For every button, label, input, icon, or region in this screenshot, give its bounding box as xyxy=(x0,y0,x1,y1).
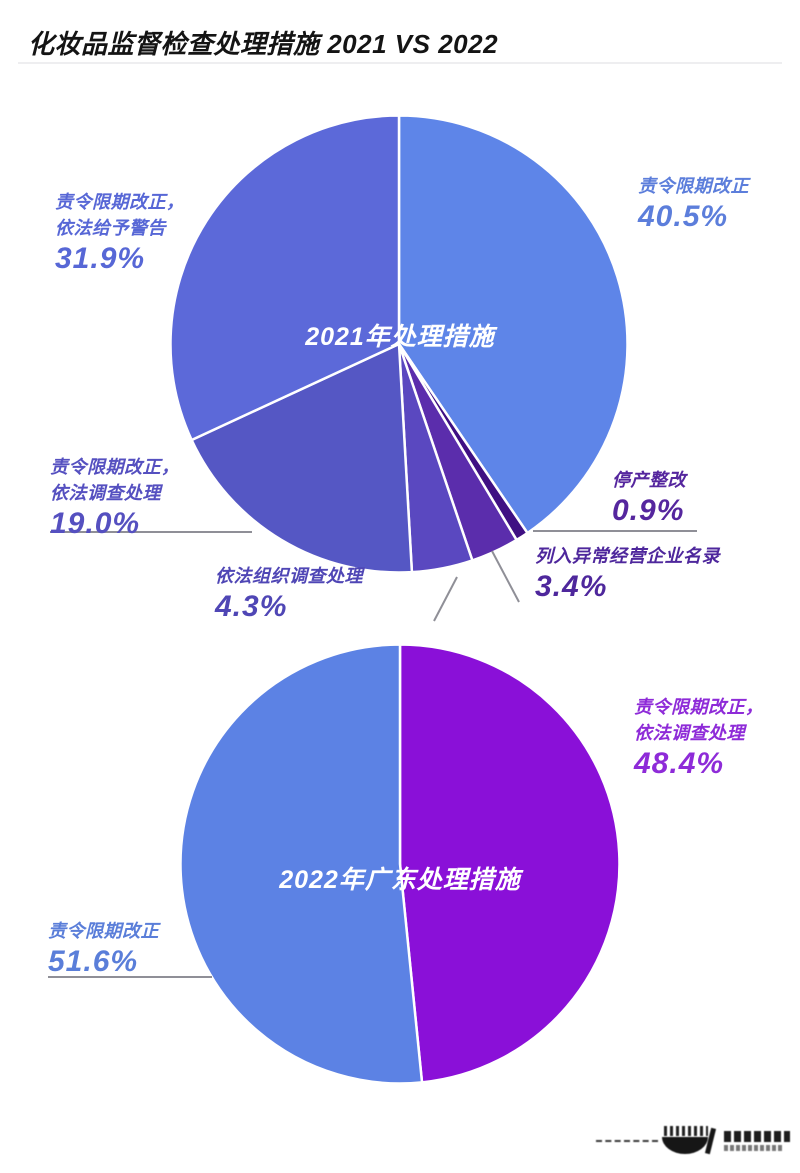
callout-label: 列入异常经营企业名录 xyxy=(535,546,720,566)
leader-line-4point3 xyxy=(433,576,458,622)
pie-slice-4 xyxy=(190,342,414,574)
callout-pie1-order-correction: 责令限期改正 40.5% xyxy=(638,173,749,233)
callout-value: 4.3% xyxy=(215,590,288,623)
pie-slice-5 xyxy=(169,114,401,442)
callout-label: 依法组织调查处理 xyxy=(215,566,363,586)
callout-pie2-order-correction: 责令限期改正 51.6% xyxy=(48,918,159,978)
watermark-text-row1-icon xyxy=(724,1131,790,1142)
callout-value: 48.4% xyxy=(634,747,725,780)
callout-value: 3.4% xyxy=(535,570,608,603)
callout-label: 责令限期改正， xyxy=(634,697,764,717)
watermark-bowl-icon xyxy=(662,1137,708,1154)
pie-slice-0 xyxy=(398,643,621,1084)
watermark-text-row2-icon xyxy=(724,1145,784,1151)
watermark-dashes-icon xyxy=(596,1140,658,1142)
callout-pie1-abnormal-list: 列入异常经营企业名录 3.4% xyxy=(535,543,720,603)
callout-label: 责令限期改正 xyxy=(48,921,159,941)
callout-label: 责令限期改正， xyxy=(50,457,180,477)
callout-value: 19.0% xyxy=(50,507,141,540)
callout-pie1-production-halt: 停产整改 0.9% xyxy=(612,467,686,527)
callout-pie1-warning: 责令限期改正， 依法给予警告 31.9% xyxy=(55,189,185,275)
callout-label: 依法给予警告 xyxy=(55,218,166,238)
callout-value: 0.9% xyxy=(612,494,685,527)
callout-label: 责令限期改正 xyxy=(638,176,749,196)
callout-label: 依法调查处理 xyxy=(50,483,161,503)
callout-label: 停产整改 xyxy=(612,470,686,490)
watermark-logo xyxy=(596,1126,800,1172)
callout-value: 51.6% xyxy=(48,945,139,978)
callout-label: 责令限期改正， xyxy=(55,192,185,212)
callout-pie1-investigation: 责令限期改正， 依法调查处理 19.0% xyxy=(50,454,180,540)
pie-chart-2021 xyxy=(169,114,629,574)
callout-value: 31.9% xyxy=(55,242,146,275)
pie-slice-1 xyxy=(179,643,424,1085)
callout-pie2-investigation: 责令限期改正， 依法调查处理 48.4% xyxy=(634,694,764,780)
pie-chart-2022 xyxy=(179,643,621,1085)
watermark-smalltext-icon xyxy=(664,1126,708,1136)
page-title: 化妆品监督检查处理措施 2021 VS 2022 xyxy=(28,29,499,59)
callout-pie1-organized-investigation: 依法组织调查处理 4.3% xyxy=(215,563,363,623)
pie-slice-0 xyxy=(397,114,629,535)
callout-label: 依法调查处理 xyxy=(634,723,745,743)
callout-value: 40.5% xyxy=(638,200,729,233)
